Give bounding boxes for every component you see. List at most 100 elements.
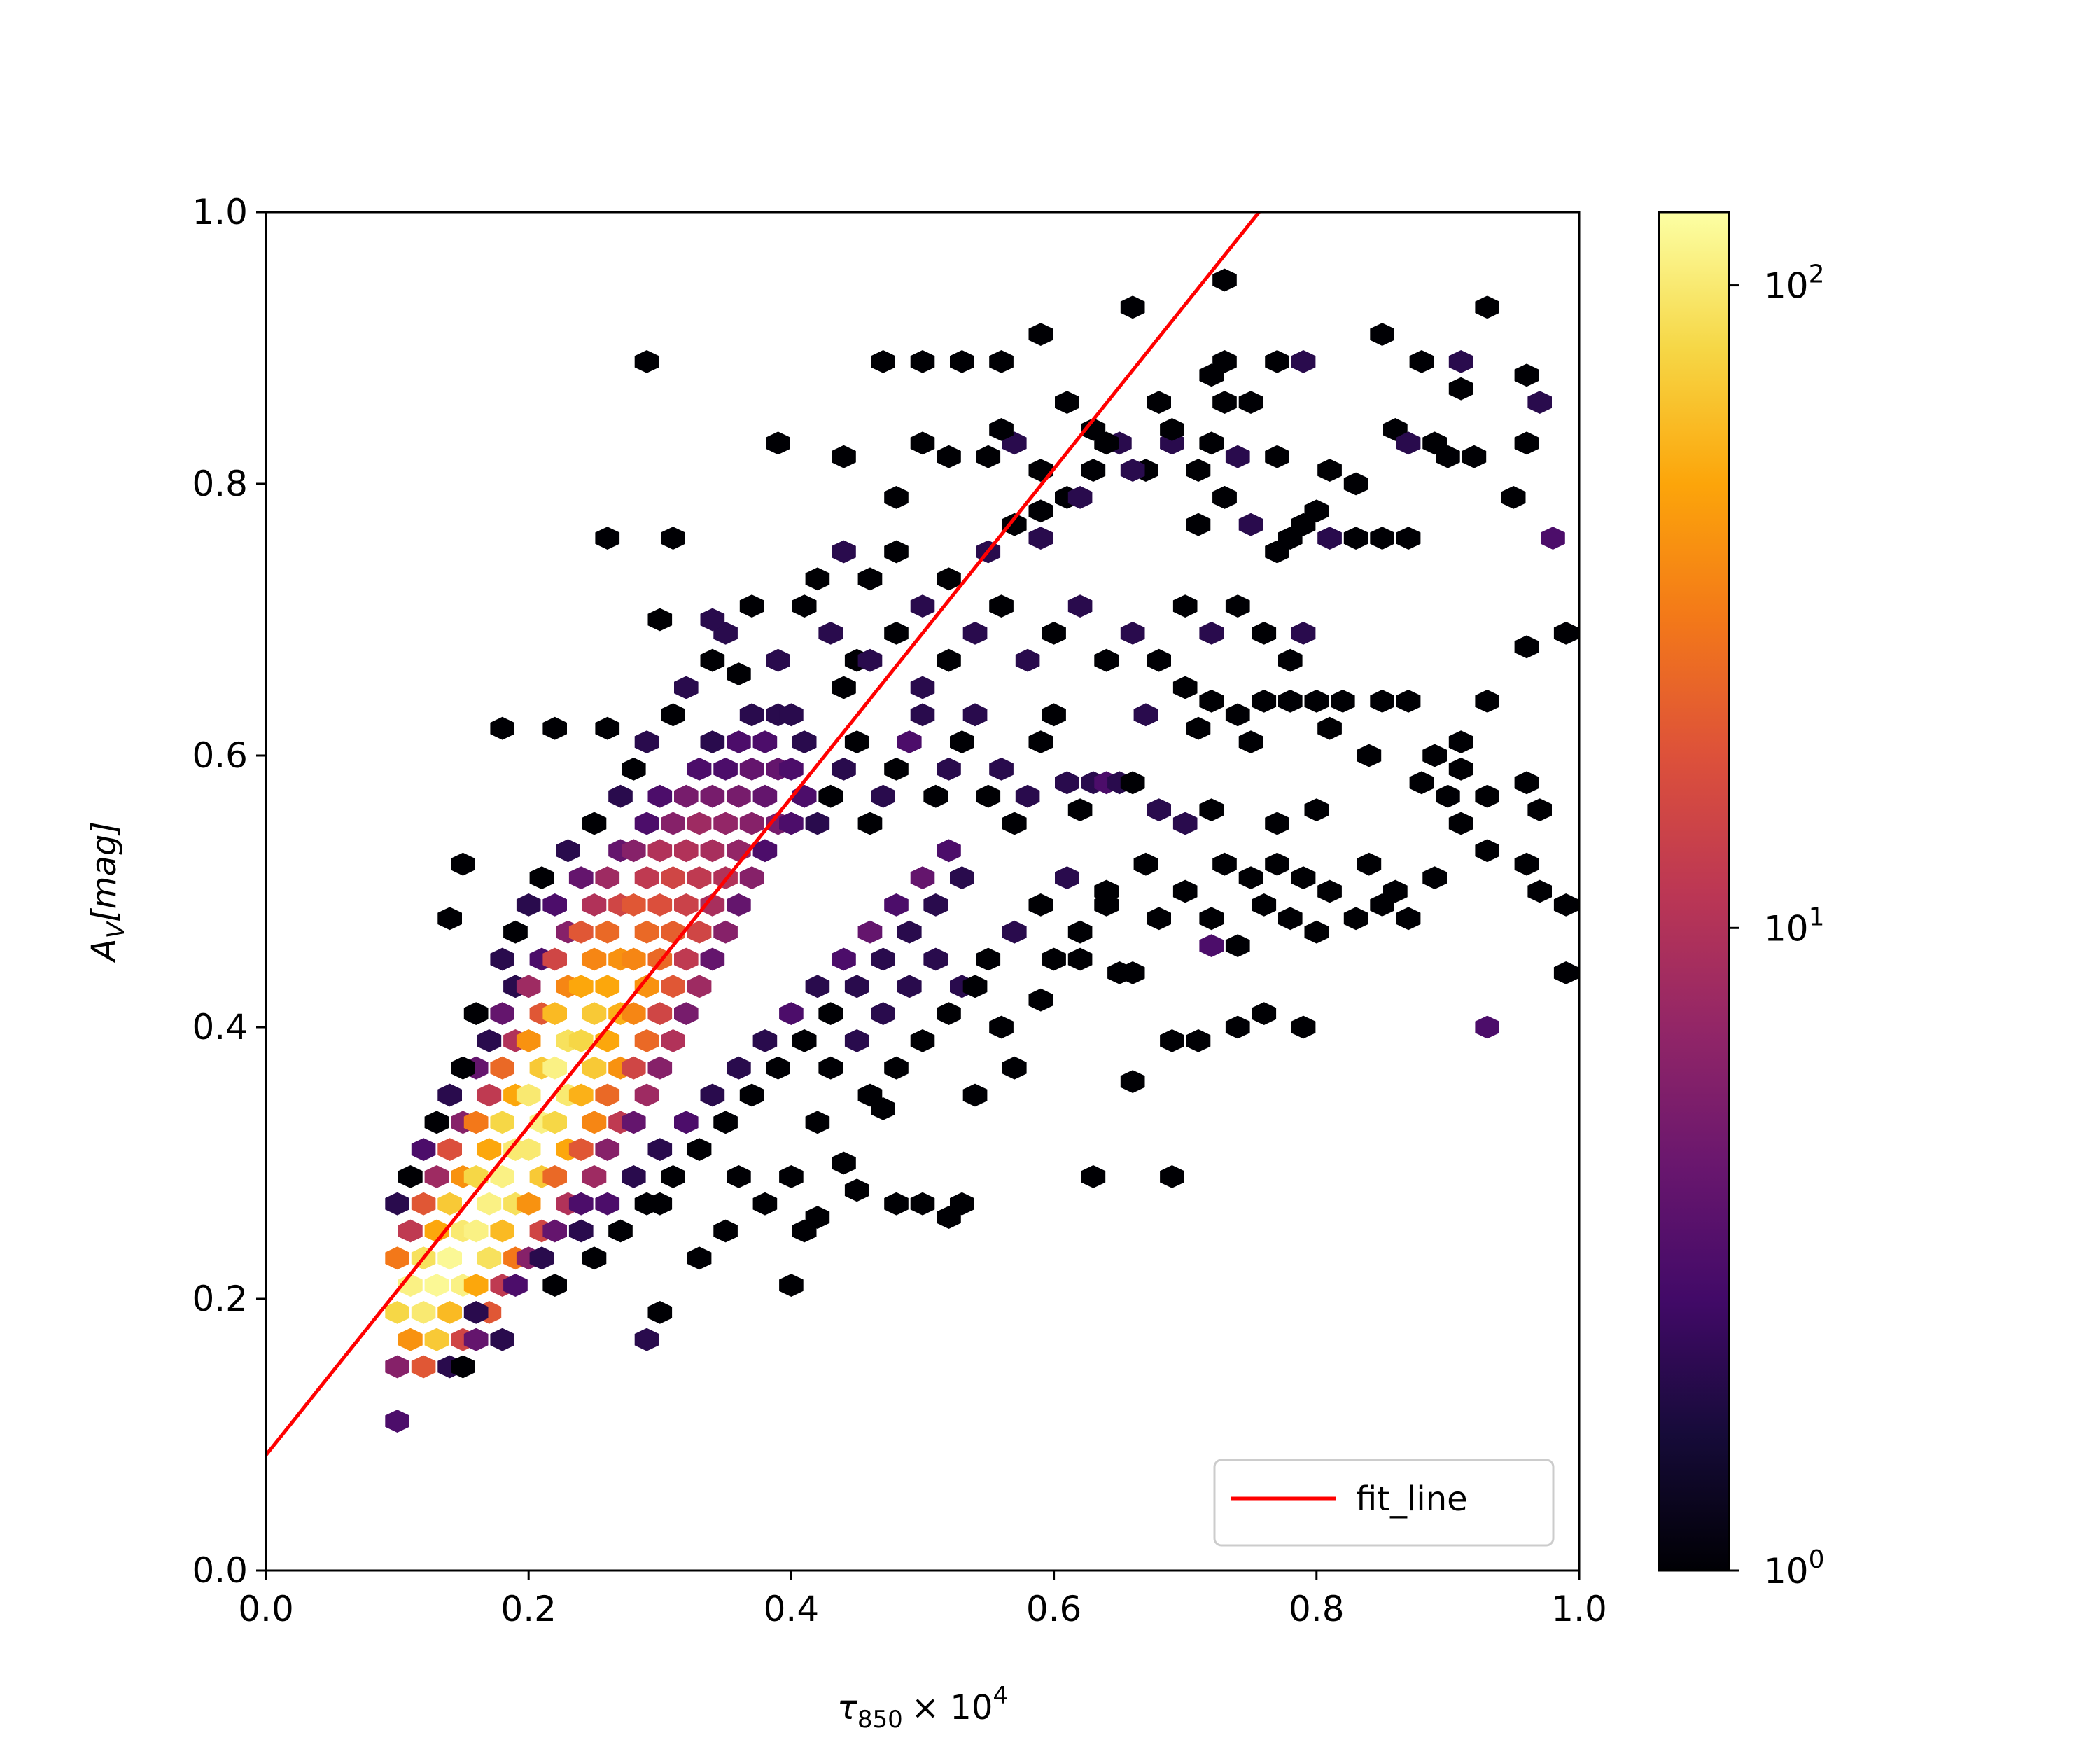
hexbin-cell <box>752 1192 778 1216</box>
y-axis-label: AV[mag] <box>85 821 130 963</box>
hexbin-cell <box>910 431 935 455</box>
hexbin-cell <box>989 418 1014 441</box>
hexbin-cell <box>1186 459 1211 482</box>
hexbin-cell <box>622 1002 646 1025</box>
hexbin-cell <box>1265 350 1289 373</box>
hexbin-cell <box>438 1138 462 1161</box>
hexbin-cell <box>1462 445 1487 468</box>
x-tick-label: 0.4 <box>764 1589 820 1629</box>
x-axis-label: τ850 × 104 <box>837 1682 1008 1734</box>
hexbin-cell <box>674 784 699 808</box>
hexbin-cell <box>1343 907 1368 931</box>
hexbin-cell <box>568 866 594 889</box>
hexbin-cell <box>1422 744 1447 767</box>
hexbin-cell <box>648 1138 673 1161</box>
hexbin-cell <box>1343 472 1368 496</box>
hexbin-cell <box>1186 513 1211 536</box>
hexbin-cell <box>477 1138 502 1161</box>
hexbin-cell <box>1265 812 1289 835</box>
hexbin-cell <box>438 1301 462 1324</box>
hexbin-cell <box>1291 866 1316 889</box>
hexbin-cell <box>398 1219 423 1243</box>
fit-line <box>266 212 1261 1456</box>
hexbin-cell <box>608 1219 633 1243</box>
hexbin-cell <box>858 812 883 835</box>
hexbin-cell <box>411 1138 436 1161</box>
hexbin-cell <box>779 703 804 727</box>
hexbin-cell <box>792 594 817 618</box>
hexbin-cell <box>1357 744 1382 767</box>
colorbar-ticks: 100 101 102 <box>1729 260 1825 1592</box>
hexbin-cell <box>1186 1029 1211 1052</box>
y-tick-label: 0.4 <box>192 1007 248 1047</box>
hexbin-cell <box>503 1274 528 1297</box>
hexbin-cell <box>490 1002 514 1025</box>
y-tick-label: 0.6 <box>192 735 248 776</box>
hexbin-cell <box>438 1083 462 1107</box>
hexbin-cell <box>582 1056 607 1080</box>
hexbin-cell <box>1343 527 1368 550</box>
hexbin-cell <box>568 1219 594 1243</box>
hexbin-cell <box>385 1355 410 1379</box>
hexbin-cell <box>766 1056 790 1080</box>
hexbin-cell <box>1475 690 1499 713</box>
hexbin-cell <box>648 784 673 808</box>
hexbin-cell <box>1147 391 1171 414</box>
hexbin-cell <box>622 1165 646 1188</box>
hexbin-cell <box>1291 350 1316 373</box>
hexbin-cell <box>463 1328 489 1351</box>
hexbin-cell <box>1199 798 1224 821</box>
hexbin-cell <box>1002 812 1027 835</box>
hexbin-cell <box>923 947 948 971</box>
hexbin-cell <box>687 758 712 781</box>
hexbin-cell <box>1160 1029 1184 1052</box>
hexbin-cell <box>937 1002 961 1025</box>
hexbin-cell <box>595 1083 620 1107</box>
hexbin-cell <box>858 920 883 944</box>
hexbin-cell <box>1541 527 1565 550</box>
hexbin-cell <box>648 608 673 632</box>
hexbin-cell <box>661 920 685 944</box>
hexbin-cell <box>411 1192 436 1216</box>
hexbin-cell <box>542 716 567 740</box>
hexbin-cell <box>910 676 935 699</box>
hexbin-cell <box>805 1111 830 1134</box>
hexbin-cell <box>568 1083 594 1107</box>
hexbin-cell <box>634 812 659 835</box>
hexbin-cell <box>648 839 673 863</box>
hexbin-cell <box>582 1165 607 1188</box>
hexbin-cell <box>832 947 856 971</box>
hexbin-cell <box>1238 730 1264 753</box>
hexbin-cell <box>634 730 659 753</box>
hexbin-cell <box>700 730 725 753</box>
hexbin-cell <box>1436 784 1460 808</box>
hexbin-cell <box>976 445 1001 468</box>
hexbin-cell <box>727 784 751 808</box>
hexbin-cell <box>634 1083 659 1107</box>
hexbin-cell <box>805 975 830 998</box>
hexbin-cell <box>1199 622 1224 645</box>
hexbin-cell <box>727 893 751 917</box>
hexbin-cell <box>1002 1056 1027 1080</box>
hexbin-cell <box>884 1192 909 1216</box>
hexbin-cell <box>897 920 922 944</box>
hexbin-cell <box>1212 350 1237 373</box>
hexbin-cell <box>1199 907 1224 931</box>
hexbin-cell <box>568 1029 594 1052</box>
hexbin-cell <box>463 1301 489 1324</box>
hexbin-cell <box>648 893 673 917</box>
hexbin-cell <box>844 975 869 998</box>
hexbin-cell <box>490 1328 514 1351</box>
hexbin-cell <box>871 350 895 373</box>
hexbin-cell <box>1028 893 1054 917</box>
hexbin-cell <box>739 758 764 781</box>
hexbin-cell <box>1252 622 1277 645</box>
hexbin-cell <box>634 866 659 889</box>
hexbin-cell <box>1199 690 1224 713</box>
hexbin-cell <box>1370 690 1394 713</box>
hexbin-cell <box>568 975 594 998</box>
hexbin-cell <box>1331 690 1355 713</box>
hexbin-cell <box>1028 527 1054 550</box>
hexbin-cell <box>910 866 935 889</box>
hexbin-cell <box>818 784 843 808</box>
